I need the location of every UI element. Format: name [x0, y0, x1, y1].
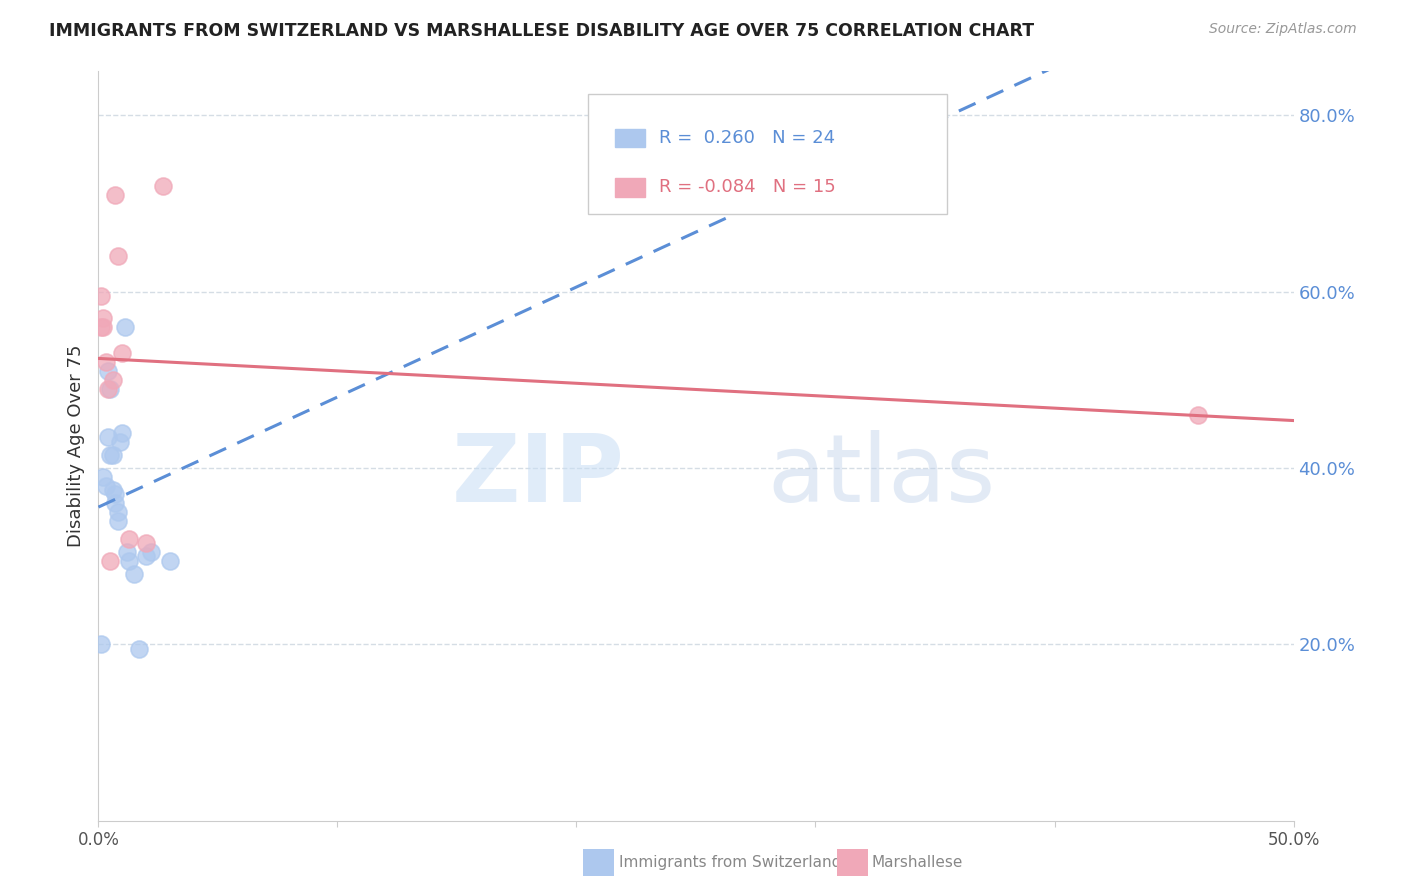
- Point: [108, 434, 131, 449]
- Text: ZIP: ZIP: [451, 430, 624, 522]
- FancyBboxPatch shape: [589, 94, 948, 214]
- Point: [98, 553, 122, 567]
- Point: [135, 536, 157, 550]
- Point: [97, 430, 120, 444]
- Point: [107, 250, 129, 264]
- Point: [107, 514, 129, 528]
- Point: [98, 382, 122, 396]
- Text: R =  0.260   N = 24: R = 0.260 N = 24: [659, 129, 835, 147]
- Point: [118, 532, 141, 546]
- Y-axis label: Disability Age Over 75: Disability Age Over 75: [66, 344, 84, 548]
- Point: [97, 382, 120, 396]
- Point: [101, 373, 124, 387]
- Point: [104, 487, 127, 501]
- Point: [159, 553, 181, 567]
- Point: [115, 545, 138, 559]
- Point: [97, 364, 120, 378]
- Text: Marshallese: Marshallese: [872, 855, 963, 870]
- Point: [111, 425, 134, 440]
- Text: R = -0.084   N = 15: R = -0.084 N = 15: [659, 178, 835, 196]
- Text: atlas: atlas: [768, 430, 995, 522]
- Point: [114, 320, 136, 334]
- Point: [152, 178, 174, 193]
- Point: [90, 320, 112, 334]
- Point: [90, 637, 112, 651]
- Point: [90, 289, 112, 303]
- Point: [124, 566, 146, 581]
- FancyBboxPatch shape: [614, 128, 644, 147]
- Point: [1187, 408, 1209, 422]
- Text: Source: ZipAtlas.com: Source: ZipAtlas.com: [1209, 22, 1357, 37]
- Point: [128, 641, 150, 656]
- Point: [135, 549, 157, 564]
- Point: [104, 187, 127, 202]
- Point: [98, 448, 122, 462]
- Point: [118, 553, 141, 567]
- Point: [94, 478, 117, 492]
- Point: [94, 355, 117, 369]
- Point: [111, 346, 134, 360]
- Point: [139, 545, 162, 559]
- Text: Immigrants from Switzerland: Immigrants from Switzerland: [619, 855, 841, 870]
- FancyBboxPatch shape: [614, 178, 644, 197]
- Point: [91, 311, 114, 326]
- Point: [107, 505, 129, 519]
- Point: [101, 483, 124, 497]
- Point: [91, 470, 114, 484]
- Point: [91, 320, 114, 334]
- Point: [733, 178, 755, 193]
- Point: [101, 448, 124, 462]
- Point: [104, 496, 127, 510]
- Text: IMMIGRANTS FROM SWITZERLAND VS MARSHALLESE DISABILITY AGE OVER 75 CORRELATION CH: IMMIGRANTS FROM SWITZERLAND VS MARSHALLE…: [49, 22, 1035, 40]
